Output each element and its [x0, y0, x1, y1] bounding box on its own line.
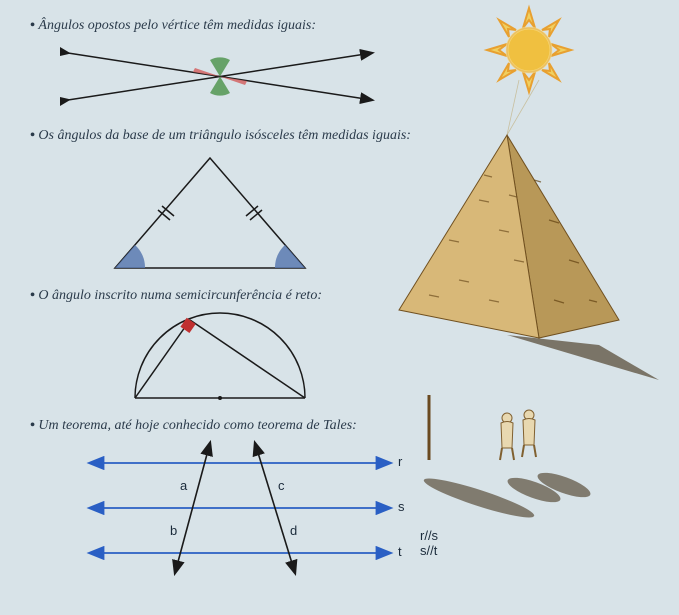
- semicircle-diagram: [120, 308, 320, 408]
- page-root: Ângulos opostos pelo vértice têm medidas…: [0, 0, 679, 615]
- isoceles-triangle-diagram: [100, 148, 320, 278]
- bullet-text-1: Ângulos opostos pelo vértice têm medidas…: [38, 18, 316, 33]
- label-s: s: [398, 499, 405, 514]
- label-b: b: [170, 523, 177, 538]
- bullet-isoceles: Os ângulos da base de um triângulo isósc…: [30, 128, 450, 144]
- bullet-text-2: Os ângulos da base de um triângulo isósc…: [38, 128, 411, 143]
- label-r: r: [398, 454, 403, 469]
- bullet-vertical-angles: Ângulos opostos pelo vértice têm medidas…: [30, 18, 450, 34]
- label-a: a: [180, 478, 188, 493]
- content-column: Ângulos opostos pelo vértice têm medidas…: [20, 18, 450, 578]
- bullet-thales: Um teorema, até hoje conhecido como teor…: [30, 418, 450, 434]
- bullet-text-4: Um teorema, até hoje conhecido como teor…: [38, 418, 356, 433]
- people-figures: [500, 410, 593, 507]
- sun-icon: [487, 8, 571, 92]
- label-d: d: [290, 523, 297, 538]
- label-c: c: [278, 478, 285, 493]
- vertical-angles-diagram: [60, 38, 380, 118]
- label-t: t: [398, 544, 402, 559]
- bullet-text-3: O ângulo inscrito numa semicircunferênci…: [38, 288, 322, 303]
- bullet-semicircle: O ângulo inscrito numa semicircunferênci…: [30, 288, 450, 304]
- thales-diagram: r s t a b c d: [80, 438, 440, 578]
